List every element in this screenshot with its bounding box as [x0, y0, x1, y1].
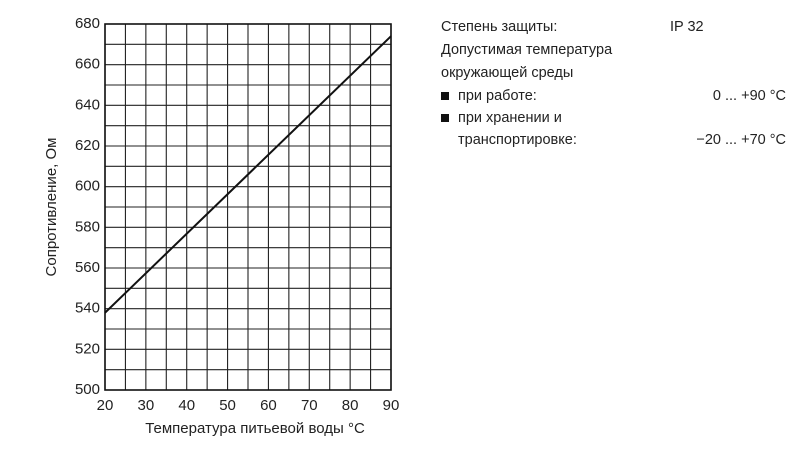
- y-tick-label: 560: [75, 259, 100, 276]
- spec-item-label: транспортировке:: [458, 132, 577, 148]
- x-tick-label: 70: [301, 397, 318, 414]
- spec-heading: Допустимая температура: [441, 42, 613, 58]
- y-tick-label: 660: [75, 56, 100, 73]
- spec-label: Степень защиты:: [441, 19, 557, 35]
- bullet: [441, 92, 449, 100]
- y-tick-label: 520: [75, 340, 100, 357]
- y-axis-label: Сопротивление, Ом: [43, 138, 60, 277]
- x-tick-label: 60: [260, 397, 277, 414]
- bullet: [441, 114, 449, 122]
- y-tick-label: 580: [75, 218, 100, 235]
- y-tick-label: 620: [75, 137, 100, 154]
- x-axis-label: Температура питьевой воды °C: [145, 420, 365, 437]
- spec-item-value: −20 ... +70 °C: [696, 132, 786, 148]
- x-tick-label: 80: [342, 397, 359, 414]
- x-tick-label: 30: [138, 397, 155, 414]
- data-line: [104, 35, 392, 314]
- spec-value: IP 32: [670, 19, 704, 35]
- x-tick-label: 50: [219, 397, 236, 414]
- y-tick-label: 600: [75, 178, 100, 195]
- y-tick-label: 640: [75, 96, 100, 113]
- y-tick-label: 500: [75, 381, 100, 398]
- spec-item-value: 0 ... +90 °C: [713, 88, 786, 104]
- spec-item-label: при работе:: [458, 88, 537, 104]
- y-tick-label: 680: [75, 15, 100, 32]
- x-tick-label: 20: [97, 397, 114, 414]
- x-tick-label: 90: [383, 397, 400, 414]
- spec-heading: окружающей среды: [441, 65, 573, 81]
- plot-frame: [104, 23, 392, 391]
- x-tick-label: 40: [178, 397, 195, 414]
- spec-item-label: при хранении и: [458, 110, 562, 126]
- y-tick-label: 540: [75, 300, 100, 317]
